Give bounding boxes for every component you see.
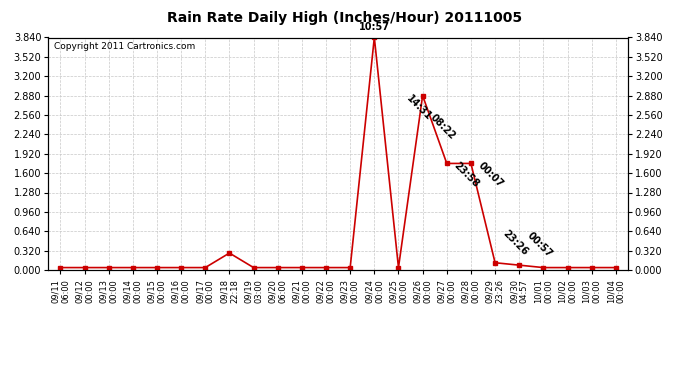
Text: Rain Rate Daily High (Inches/Hour) 20111005: Rain Rate Daily High (Inches/Hour) 20111…: [168, 11, 522, 25]
Text: 23:58: 23:58: [453, 160, 482, 190]
Text: Copyright 2011 Cartronics.com: Copyright 2011 Cartronics.com: [54, 42, 195, 51]
Text: 14:31: 14:31: [404, 93, 433, 122]
Text: 00:07: 00:07: [477, 160, 506, 190]
Text: 10:57: 10:57: [359, 22, 390, 32]
Text: 23:26: 23:26: [501, 228, 530, 257]
Text: 00:57: 00:57: [525, 231, 554, 260]
Text: 08:22: 08:22: [428, 112, 457, 141]
